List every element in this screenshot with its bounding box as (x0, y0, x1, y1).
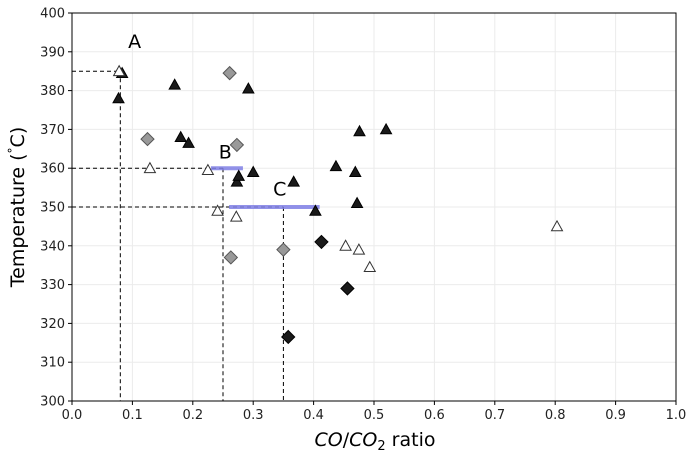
region-label-a: A (128, 31, 141, 53)
filled-triangle-point (168, 78, 182, 90)
data-points (112, 64, 564, 345)
x-tick-label: 0.6 (424, 408, 445, 423)
y-tick-label: 320 (40, 317, 65, 332)
axis-ticks: 0.0 0.1 0.2 0.3 0.4 0.5 0.6 0.7 0.8 0.9 1.0 300 310 3… (40, 7, 686, 424)
x-axis-title: CO/CO2 ratio (314, 429, 435, 452)
x-tick-label: 1.0 (666, 408, 687, 423)
region-labels: A B C (128, 31, 286, 200)
filled-triangle-point (329, 159, 343, 172)
filled-triangle-point (348, 165, 362, 177)
x-tick-label: 0.4 (303, 408, 324, 423)
region-label-b: B (219, 142, 232, 164)
filled-triangle-point (353, 124, 366, 137)
open-triangle-point (143, 161, 157, 174)
x-tick-label: 0.5 (364, 408, 385, 423)
open-triangle-point (229, 210, 243, 222)
y-tick-label: 310 (40, 356, 65, 371)
filled-triangle-point (174, 130, 188, 143)
filled-triangle-point (309, 204, 322, 216)
open-triangle-point (211, 204, 224, 216)
gray-diamond-point (276, 242, 291, 257)
black-diamond-point (314, 234, 329, 250)
open-triangle-point (352, 243, 366, 255)
reference-lines (72, 70, 284, 401)
filled-triangle-point (287, 175, 301, 187)
gray-diamond-point (223, 250, 239, 265)
filled-triangle-point (350, 196, 364, 209)
x-tick-label: 0.8 (545, 408, 566, 423)
x-tick-label: 0.9 (605, 408, 626, 423)
x-tick-label: 0.3 (243, 408, 264, 423)
gray-diamond-point (140, 131, 155, 147)
filled-triangle-point (379, 122, 393, 135)
y-tick-label: 340 (40, 239, 65, 254)
filled-triangle-point (246, 165, 260, 177)
grid (71, 12, 677, 402)
y-axis-title: Temperature (°C) (6, 127, 29, 289)
x-tick-label: 0.1 (122, 408, 143, 423)
open-triangle-point (550, 219, 564, 232)
open-triangle-point (201, 163, 215, 176)
gray-diamond-point (229, 137, 245, 153)
y-tick-label: 350 (40, 201, 65, 216)
y-tick-label: 390 (40, 45, 65, 60)
filled-triangle-point (232, 169, 246, 181)
x-tick-label: 0.7 (484, 408, 505, 423)
range-bands (210, 166, 320, 209)
filled-triangle-point (112, 91, 125, 104)
gray-diamond-point (222, 65, 237, 81)
filled-triangle-point (230, 175, 244, 187)
open-triangle-point (363, 260, 377, 273)
black-diamond-point (340, 281, 355, 296)
filled-triangle-point (182, 136, 195, 148)
x-tick-label: 0.0 (62, 408, 83, 423)
y-tick-label: 330 (40, 278, 65, 293)
filled-triangle-point (242, 82, 255, 94)
open-triangle-point (112, 64, 126, 77)
x-tick-label: 0.2 (182, 408, 203, 423)
y-tick-label: 360 (40, 162, 65, 177)
y-tick-label: 400 (40, 7, 65, 22)
open-triangle-point (339, 239, 352, 251)
y-tick-label: 380 (40, 84, 65, 99)
y-tick-label: 370 (40, 123, 65, 138)
black-diamond-point (281, 329, 296, 345)
y-tick-label: 300 (40, 395, 65, 410)
region-label-c: C (273, 178, 286, 200)
